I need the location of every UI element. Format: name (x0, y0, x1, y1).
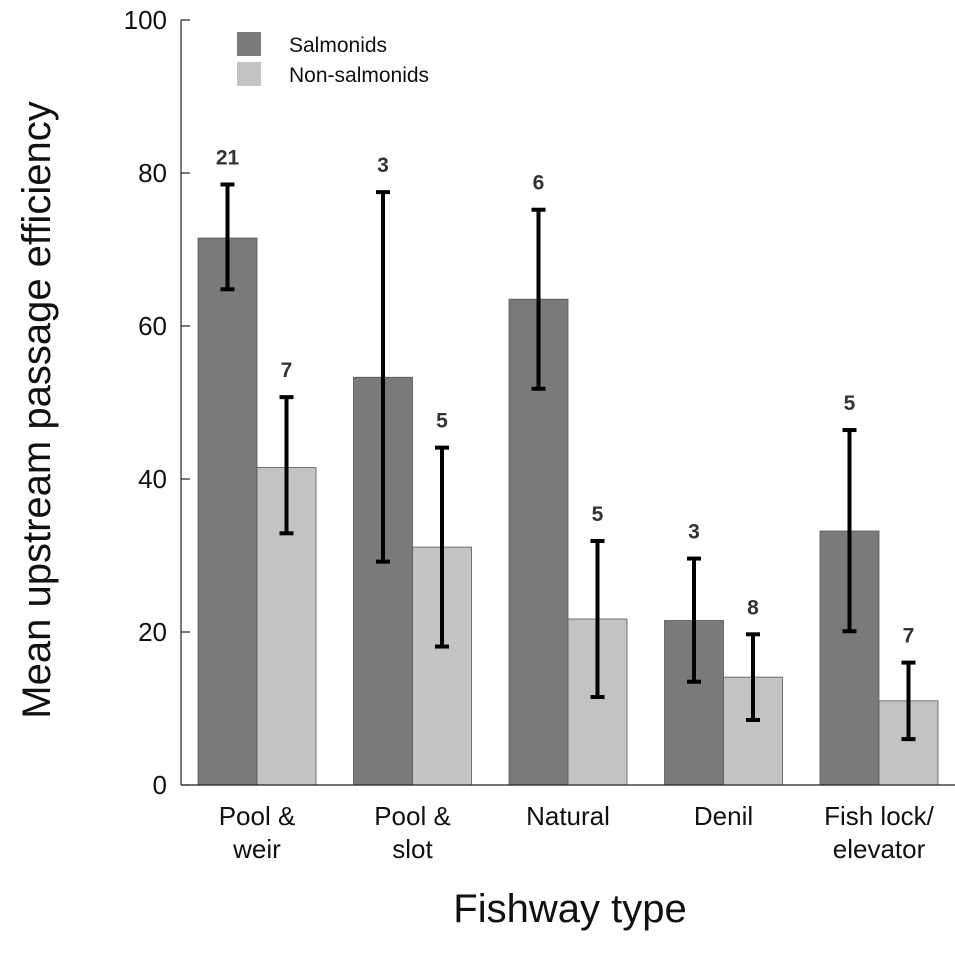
x-tick-label: Denil (694, 801, 753, 831)
bars-layer (197, 237, 939, 786)
x-axis-title: Fishway type (453, 887, 686, 931)
sample-size-label: 3 (377, 154, 389, 177)
axes-layer: Pool & weir Pool & slot Natural Denil Fish loc… (124, 5, 955, 864)
y-tick-label: 100 (124, 5, 167, 35)
legend-label: Salmonids (289, 34, 387, 57)
sample-size-label: 3 (688, 521, 700, 544)
sample-size-label: 21 (216, 146, 240, 169)
x-tick-label: Fish lock/elevator (824, 801, 935, 864)
y-tick-label: 0 (153, 770, 167, 800)
bar-salmonids (197, 237, 258, 786)
y-tick-label: 80 (138, 158, 167, 188)
sample-size-label: 5 (436, 410, 448, 433)
sample-size-label: 5 (592, 503, 604, 526)
sample-size-label: 5 (844, 392, 856, 415)
y-tick-label: 40 (138, 464, 167, 494)
sample-size-labels-layer: 21 7 3 5 6 5 3 8 5 7 (216, 146, 915, 647)
sample-size-label: 6 (533, 172, 545, 195)
sample-size-label: 7 (903, 625, 915, 648)
sample-size-label: 7 (281, 359, 293, 382)
y-axis-title: Mean upstream passage efficiency (15, 101, 59, 718)
legend-label: Non-salmonids (289, 64, 429, 87)
legend: Salmonids Non-salmonids (237, 32, 429, 87)
x-tick-label: Natural (526, 801, 610, 831)
sample-size-label: 8 (747, 596, 759, 619)
y-tick-label: 60 (138, 311, 167, 341)
x-tick-label: Pool & weir (219, 801, 296, 864)
error-bars-layer (220, 182, 916, 742)
x-tick-label: Pool & slot (374, 801, 451, 864)
legend-swatch (237, 32, 261, 56)
legend-swatch (237, 62, 261, 86)
y-tick-label: 20 (138, 617, 167, 647)
